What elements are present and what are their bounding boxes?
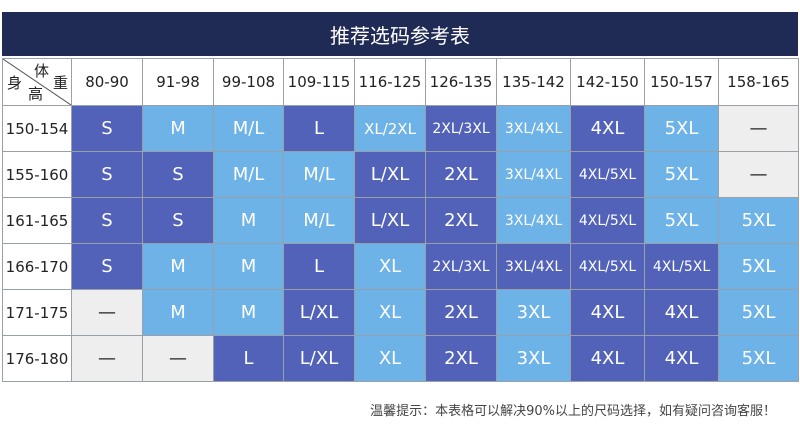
corner-height-label: 身	[7, 74, 23, 92]
size-cell: —	[71, 335, 143, 382]
size-cell: M/L	[213, 151, 284, 198]
height-row-header: 166-170	[2, 243, 72, 290]
size-cell: 2XL	[425, 289, 497, 336]
weight-column-header: 91-98	[142, 58, 214, 106]
height-row-header: 155-160	[2, 151, 72, 198]
weight-column-header: 158-165	[718, 58, 799, 106]
table-row: 150-154 S M M/L L XL/2XL 2XL/3XL 3XL/4XL 4XL 5XL —	[2, 105, 799, 152]
weight-column-header: 109-115	[283, 58, 355, 106]
size-cell: XL/2XL	[354, 105, 426, 152]
size-cell: L/XL	[354, 151, 426, 198]
height-row-header: 176-180	[2, 335, 72, 382]
size-cell: 2XL	[425, 335, 497, 382]
size-cell: S	[142, 151, 214, 198]
size-cell: —	[71, 289, 143, 336]
size-cell: XL	[354, 335, 426, 382]
size-cell: 2XL/3XL	[425, 105, 497, 152]
size-cell: 4XL	[570, 289, 645, 336]
table-row: 171-175— M M L/XL XL 2XL 3XL 4XL 4XL 5XL	[2, 289, 799, 336]
corner-weight-label-2: 重	[52, 74, 68, 92]
size-cell: 5XL	[718, 197, 799, 244]
size-cell: M	[142, 243, 214, 290]
size-cell: 5XL	[644, 197, 719, 244]
size-cell: 4XL/5XL	[570, 197, 645, 244]
size-cell: M	[213, 197, 284, 244]
weight-column-header: 135-142	[496, 58, 571, 106]
size-cell: 3XL/4XL	[496, 197, 571, 244]
size-cell: 4XL	[570, 335, 645, 382]
size-cell: 4XL	[644, 289, 719, 336]
size-cell: 3XL/4XL	[496, 151, 571, 198]
weight-column-header: 116-125	[354, 58, 426, 106]
page-title: 推荐选码参考表	[2, 12, 798, 56]
corner-header: 身 体 重 高	[2, 58, 72, 106]
size-chart-table: 身 体 重 高 80-90 91-98 99-108 109-115 116-125 12…	[2, 58, 799, 382]
size-cell: 2XL	[425, 151, 497, 198]
weight-column-header: 80-90	[71, 58, 143, 106]
table-row: 176-180— — L L/XL XL 2XL 3XL 4XL 4XL 5XL	[2, 335, 799, 382]
size-cell: M	[142, 289, 214, 336]
size-cell: 5XL	[718, 335, 799, 382]
size-cell: S	[71, 243, 143, 290]
size-cell: L/XL	[283, 289, 355, 336]
size-cell: 4XL/5XL	[644, 243, 719, 290]
size-cell: S	[71, 197, 143, 244]
size-cell: —	[142, 335, 214, 382]
weight-column-header: 150-157	[644, 58, 719, 106]
size-table-body: 150-154 S M M/L L XL/2XL 2XL/3XL 3XL/4XL 4XL 5XL —…	[2, 105, 799, 382]
size-cell: M	[213, 289, 284, 336]
size-cell: XL	[354, 289, 426, 336]
size-cell: L/XL	[283, 335, 355, 382]
size-cell: XL	[354, 243, 426, 290]
size-cell: 5XL	[644, 105, 719, 152]
size-cell: M/L	[283, 197, 355, 244]
corner-diagonal	[3, 59, 71, 105]
size-cell: L	[213, 335, 284, 382]
size-cell: M/L	[213, 105, 284, 152]
size-cell: L	[283, 105, 355, 152]
corner-height-label-2: 高	[28, 85, 44, 103]
size-cell: 3XL	[496, 289, 571, 336]
table-row: 161-165 S S M M/L L/XL 2XL 3XL/4XL 4XL/5XL 5XL 5XL	[2, 197, 799, 244]
size-cell: L	[283, 243, 355, 290]
size-cell: L/XL	[354, 197, 426, 244]
size-cell: 5XL	[718, 289, 799, 336]
height-row-header: 150-154	[2, 105, 72, 152]
size-cell: 3XL/4XL	[496, 243, 571, 290]
header-row: 身 体 重 高 80-90 91-98 99-108 109-115 116-125 12…	[2, 58, 799, 106]
size-cell: M	[142, 105, 214, 152]
table-row: 166-170 S M M L XL 2XL/3XL 3XL/4XL 4XL/5XL 4XL/5X…	[2, 243, 799, 290]
size-cell: 3XL/4XL	[496, 105, 571, 152]
weight-column-header: 142-150	[570, 58, 645, 106]
size-cell: S	[71, 151, 143, 198]
weight-column-header: 99-108	[213, 58, 284, 106]
size-cell: 4XL	[644, 335, 719, 382]
size-cell: 5XL	[644, 151, 719, 198]
size-cell: M/L	[283, 151, 355, 198]
size-cell: 2XL/3XL	[425, 243, 497, 290]
table-row: 155-160 S S M/L M/L L/XL 2XL 3XL/4XL 4XL/5XL 5XL —	[2, 151, 799, 198]
size-cell: —	[718, 151, 799, 198]
size-cell: 3XL	[496, 335, 571, 382]
size-cell: 5XL	[718, 243, 799, 290]
size-cell: 4XL/5XL	[570, 243, 645, 290]
height-row-header: 171-175	[2, 289, 72, 336]
height-row-header: 161-165	[2, 197, 72, 244]
size-cell: 4XL	[570, 105, 645, 152]
size-cell: 2XL	[425, 197, 497, 244]
size-cell: S	[142, 197, 214, 244]
size-cell: 4XL/5XL	[570, 151, 645, 198]
size-cell: —	[718, 105, 799, 152]
size-cell: S	[71, 105, 143, 152]
size-cell: M	[213, 243, 284, 290]
weight-column-header: 126-135	[425, 58, 497, 106]
corner-weight-label: 体	[34, 62, 50, 80]
footnote: 温馨提示：本表格可以解决90%以上的尺码选择，如有疑问咨询客服！	[370, 404, 776, 419]
